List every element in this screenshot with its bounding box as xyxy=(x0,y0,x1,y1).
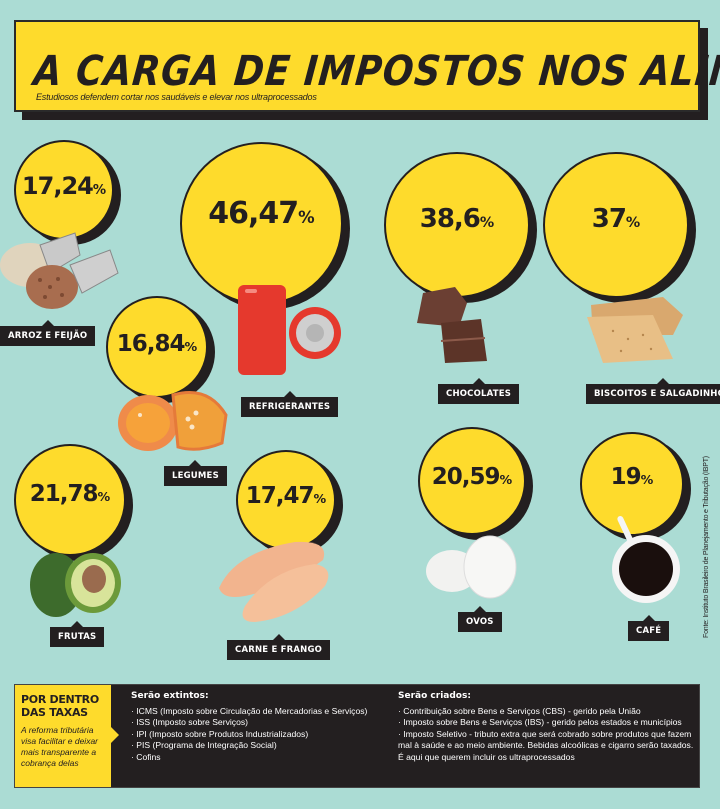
extinct-taxes: Serão extintos: · ICMS (Imposto sobre Ci… xyxy=(131,691,391,764)
value-frutas: 21,78% xyxy=(29,481,111,507)
label-chocolates: CHOCOLATES xyxy=(438,378,520,404)
value-refrigerantes: 46,47% xyxy=(208,196,315,231)
list-item: · ISS (Imposto sobre Serviços) xyxy=(131,717,249,728)
bubble-legumes: 16,84% xyxy=(106,296,208,398)
list-item: · Cofins xyxy=(131,751,161,762)
value-arroz-feijao: 17,24% xyxy=(21,172,107,200)
page-title: A CARGA DE IMPOSTOS NOS ALIMENTOS xyxy=(31,48,720,96)
extinct-title: Serão extintos: xyxy=(131,691,209,701)
bubble-carne-frango: 17,47% xyxy=(236,450,336,550)
page-subtitle: Estudiosos defendem cortar nos saudáveis… xyxy=(36,92,317,102)
label-refrigerantes: REFRIGERANTES xyxy=(241,391,339,417)
bubble-ovos: 20,59% xyxy=(418,427,526,535)
crackers-icon xyxy=(587,297,683,363)
list-item: · IPI (Imposto sobre Produtos Industrial… xyxy=(131,728,309,739)
label-carne-frango: CARNE E FRANGO xyxy=(227,634,331,660)
chicken-breast-icon xyxy=(219,541,329,622)
info-intro: POR DENTRO DAS TAXAS A reforma tributári… xyxy=(15,685,119,787)
bubble-frutas: 21,78% xyxy=(14,444,126,556)
value-biscoitos: 37% xyxy=(591,204,641,234)
chocolate-icon xyxy=(417,287,487,363)
list-item: · PIS (Programa de Integração Social) xyxy=(131,740,277,751)
bubble-chocolates: 38,6% xyxy=(384,152,530,298)
list-item: · Imposto Seletivo - tributo extra que s… xyxy=(398,728,694,762)
value-chocolates: 38,6% xyxy=(419,204,495,234)
soda-can-icon xyxy=(238,285,341,375)
label-cafe: CAFÉ xyxy=(628,615,670,641)
list-item: · ICMS (Imposto sobre Circulação de Merc… xyxy=(131,705,368,716)
list-item: · Imposto sobre Bens e Serviços (IBS) - … xyxy=(398,717,682,728)
bubble-refrigerantes: 46,47% xyxy=(180,142,343,305)
created-taxes: Serão criados: · Contribuição sobre Bens… xyxy=(398,691,696,764)
info-description: A reforma tributária visa facilitar e de… xyxy=(21,725,99,768)
label-arroz-feijao: ARROZ E FEIJÃO xyxy=(0,320,96,346)
bubble-arroz-feijao: 17,24% xyxy=(14,140,114,240)
label-biscoitos: BISCOITOS E SALGADINHOS xyxy=(586,378,720,404)
source-note: Fonte: Instituto Brasileiro de Planejame… xyxy=(703,456,710,638)
coffee-cup-icon xyxy=(612,516,680,603)
value-ovos: 20,59% xyxy=(431,464,513,490)
list-item: · Contribuição sobre Bens e Serviços (CB… xyxy=(398,705,641,716)
pumpkin-icon xyxy=(118,391,228,451)
label-frutas: FRUTAS xyxy=(50,621,105,647)
rice-beans-icon xyxy=(0,232,119,309)
label-ovos: OVOS xyxy=(458,606,502,632)
info-heading: POR DENTRO DAS TAXAS xyxy=(21,693,99,719)
avocado-icon xyxy=(30,553,121,617)
title-banner: A CARGA DE IMPOSTOS NOS ALIMENTOS Estudi… xyxy=(14,20,720,112)
value-legumes: 16,84% xyxy=(116,331,198,357)
eggs-icon xyxy=(426,535,517,599)
label-legumes: LEGUMES xyxy=(164,460,227,486)
bubble-cafe: 19% xyxy=(580,432,684,536)
value-carne-frango: 17,47% xyxy=(245,483,327,509)
bubble-biscoitos: 37% xyxy=(543,152,689,298)
value-cafe: 19% xyxy=(610,464,654,490)
created-title: Serão criados: xyxy=(398,691,471,701)
info-panel: POR DENTRO DAS TAXAS A reforma tributári… xyxy=(14,684,700,788)
